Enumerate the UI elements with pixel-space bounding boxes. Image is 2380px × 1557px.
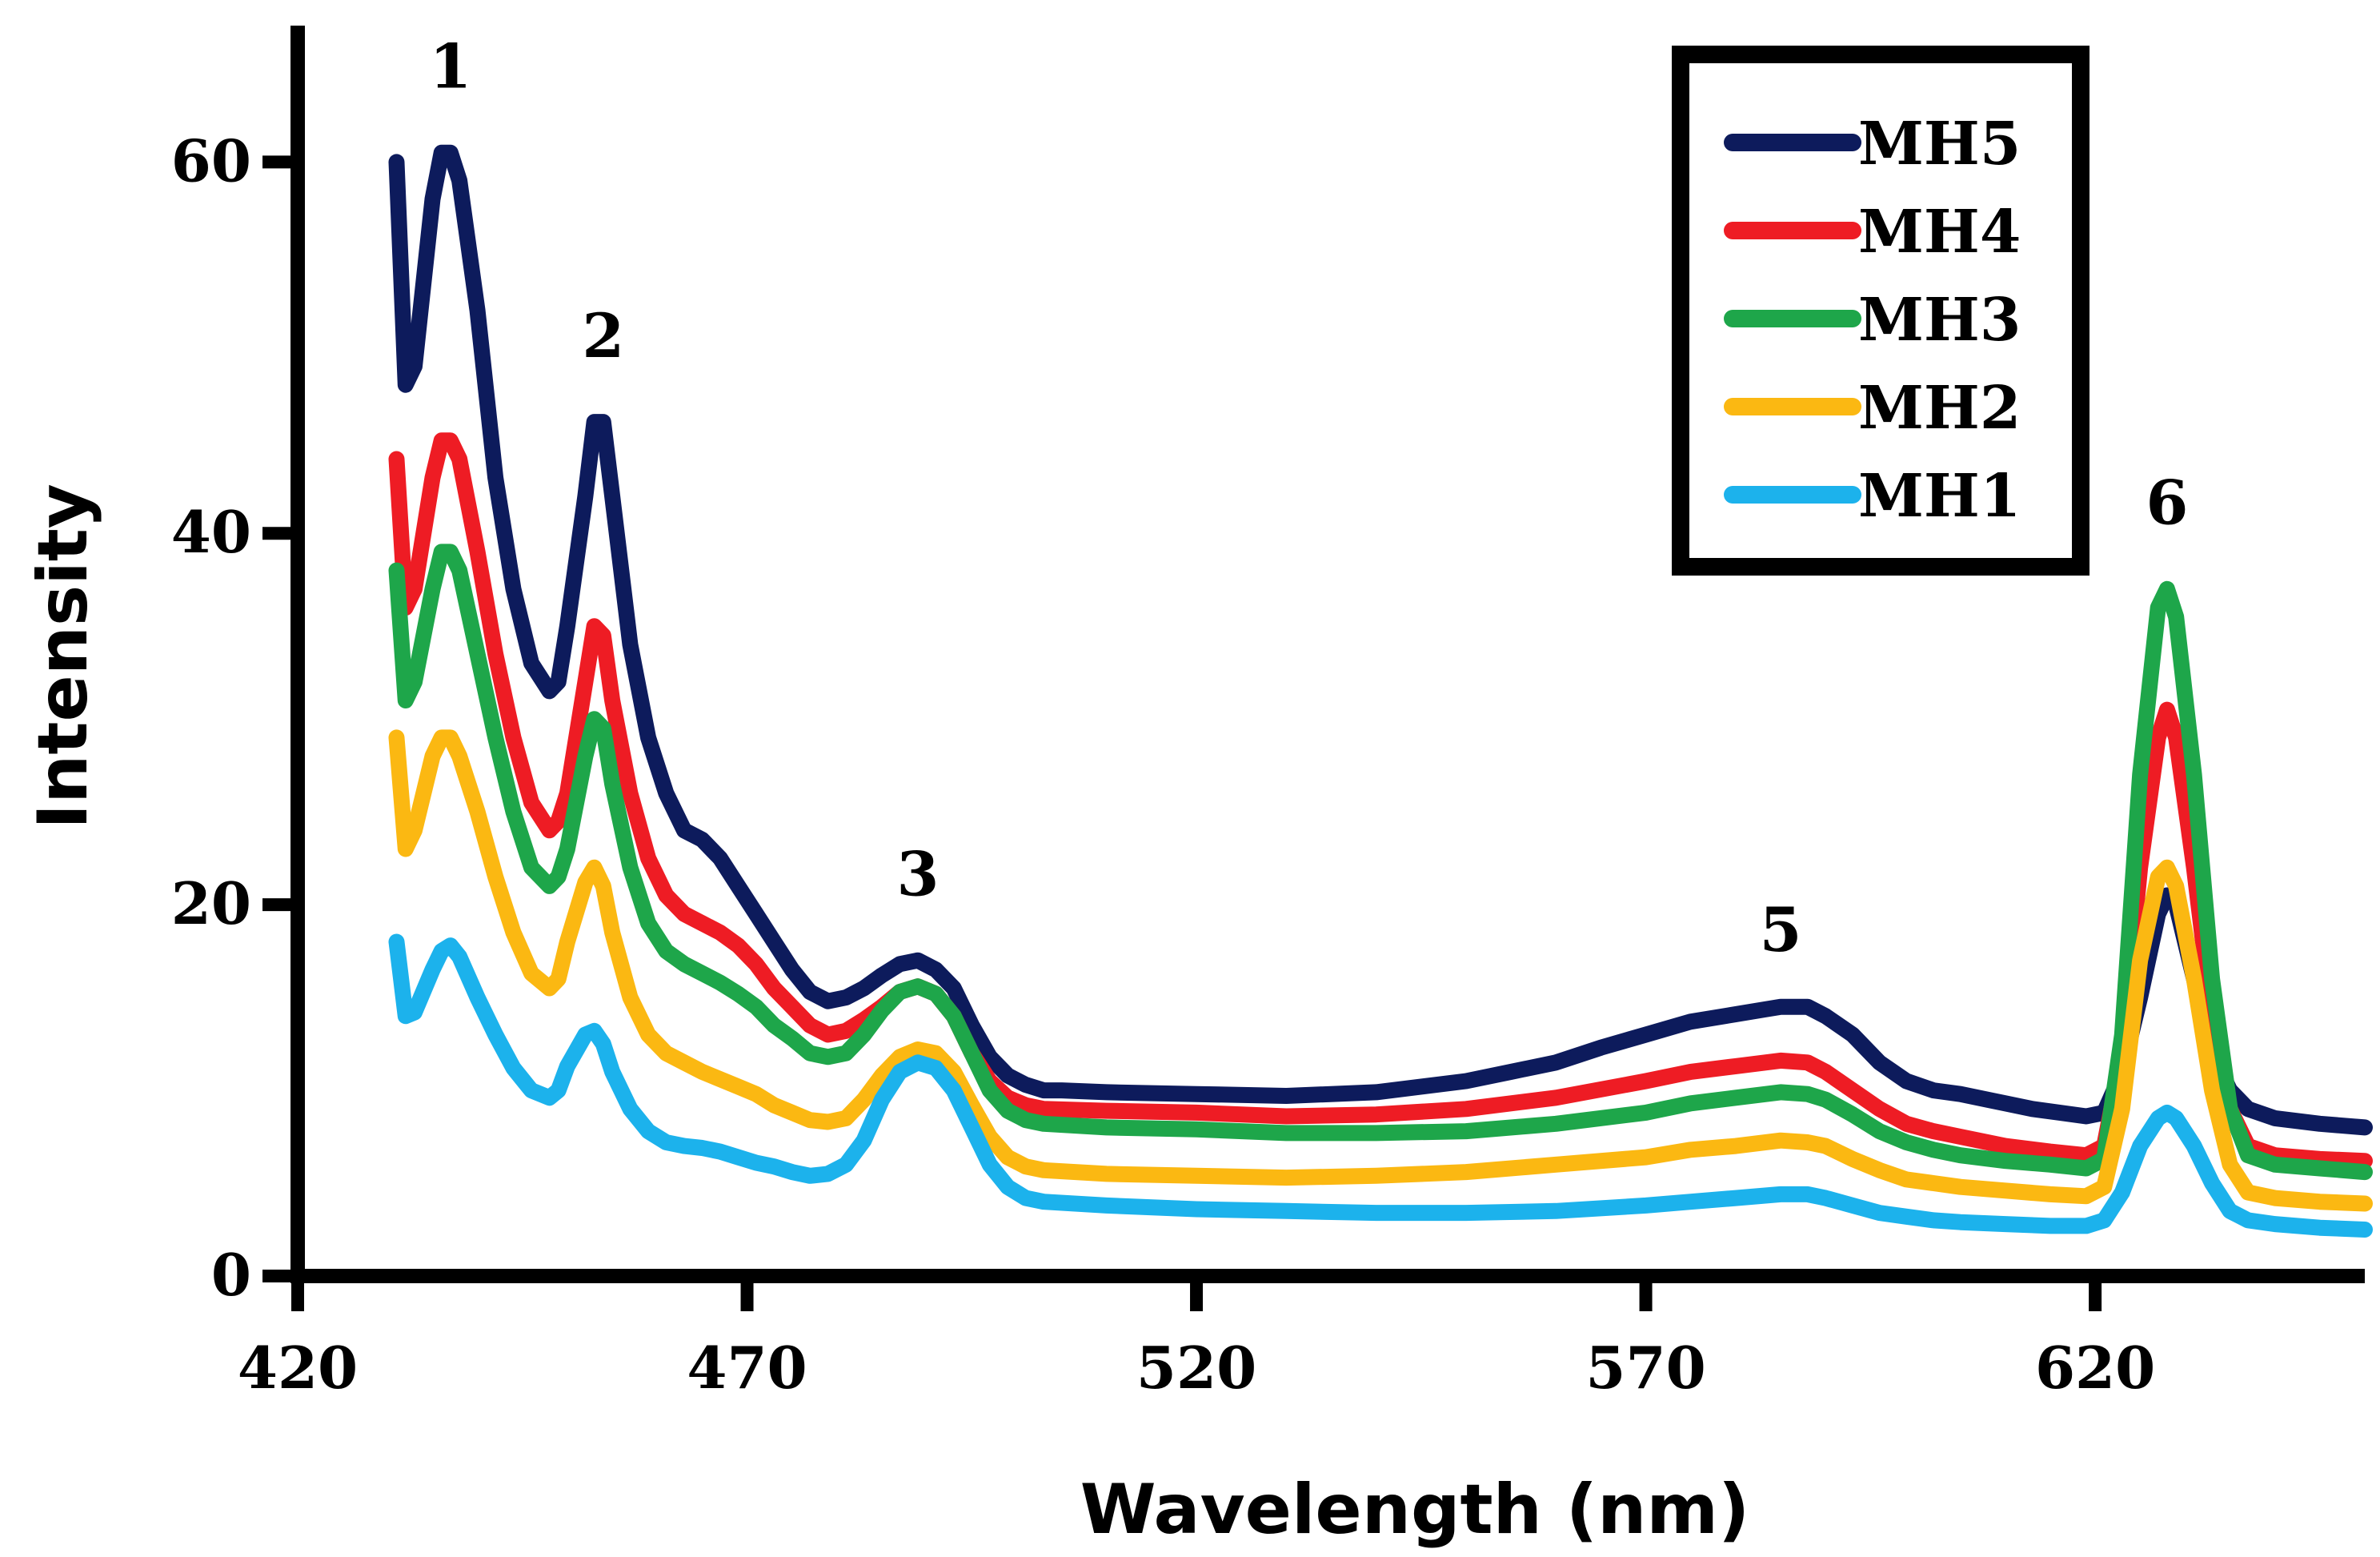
y-tick-label-60: 60 [171,126,251,195]
peak-label-3: 3 [896,839,939,910]
x-axis-title: Wavelength (nm) [1080,1470,1750,1550]
legend: MH5 MH4 MH3 MH2 MH1 [1672,46,2090,576]
series-layer [388,144,2373,1238]
x-tick-label-420: 420 [238,1334,358,1402]
ticks-layer: 420 470 520 570 620 0 20 40 60 [171,126,2155,1402]
x-tick-label-470: 470 [687,1334,807,1402]
series-line-mh2 [388,729,2373,1212]
series-line-mh3 [388,544,2373,1181]
peak-labels: 1 2 3 5 6 [429,31,2188,966]
x-tick-label-620: 620 [2035,1334,2155,1402]
peak-label-5: 5 [1760,894,1802,965]
peak-label-6: 6 [2146,468,2188,539]
y-tick-label-20: 20 [171,869,251,937]
legend-label-mh3: MH3 [1858,286,2021,355]
legend-label-mh5: MH5 [1858,110,2021,179]
x-tick-label-520: 520 [1136,1334,1256,1402]
legend-label-mh4: MH4 [1858,198,2021,267]
axes-layer [290,26,2365,1283]
legend-label-mh1: MH1 [1858,462,2021,531]
x-tick-label-570: 570 [1585,1334,1705,1402]
y-tick-label-40: 40 [171,498,251,566]
peak-label-1: 1 [429,31,471,102]
legend-label-mh2: MH2 [1858,374,2021,443]
series-line-mh1 [388,933,2373,1238]
y-axis-title: Intensity [23,484,103,829]
peak-label-2: 2 [582,300,624,371]
y-tick-label-0: 0 [211,1241,251,1309]
series-line-mh5 [388,144,2373,1136]
